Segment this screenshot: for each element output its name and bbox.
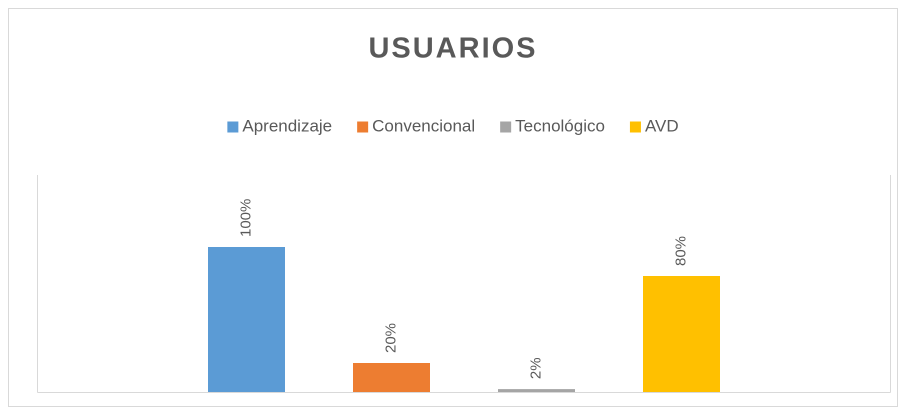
legend: Aprendizaje Convencional Tecnológico AVD: [227, 116, 679, 135]
value-label: 100%: [237, 199, 254, 237]
chart-border: [8, 8, 898, 407]
bar: [643, 276, 720, 392]
chart-title: USUARIOS: [368, 33, 537, 65]
legend-swatch: [357, 121, 369, 133]
legend-label: AVD: [645, 116, 679, 135]
legend-label: Tecnológico: [515, 116, 605, 135]
legend-swatch: [500, 121, 512, 133]
value-label: 20%: [382, 323, 399, 353]
bar: [353, 363, 430, 392]
value-label: 2%: [527, 357, 544, 379]
legend-swatch: [629, 121, 641, 133]
legend-swatch: [227, 121, 239, 133]
value-label: 80%: [672, 236, 689, 266]
bar: [208, 247, 285, 392]
bar: [498, 389, 575, 392]
legend-label: Aprendizaje: [242, 116, 332, 135]
legend-label: Convencional: [372, 116, 475, 135]
